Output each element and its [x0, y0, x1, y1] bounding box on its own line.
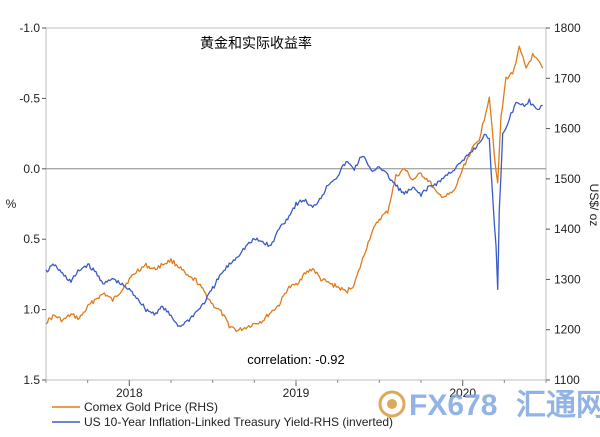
right-tick-label: 1200: [554, 323, 581, 337]
watermark-brand-text: FX678: [409, 389, 497, 422]
chart-title: 黄金和实际收益率: [200, 35, 312, 52]
watermark-logo-dot-icon: [387, 399, 397, 409]
right-tick-label: 1700: [554, 71, 581, 85]
right-tick-label: 1100: [554, 373, 580, 387]
left-tick-label: -1.0: [19, 21, 40, 35]
right-axis-ticks: 1100 1200 1300 1400 1500 1600 1700 1800: [546, 21, 581, 387]
right-axis-title: US$/ oz: [587, 184, 600, 227]
right-tick-label: 1300: [554, 272, 581, 286]
fx678-watermark: FX678 汇通网: [378, 389, 600, 422]
left-tick-label: 1.5: [23, 373, 40, 387]
left-axis-title: %: [6, 197, 17, 211]
watermark-logo-icon: [378, 390, 406, 418]
watermark-brand-cn: 汇通网: [516, 389, 600, 422]
left-tick-label: 0.0: [23, 162, 40, 176]
legend-entry: Comex Gold Price (RHS): [84, 400, 218, 414]
correlation-annotation: correlation: -0.92: [247, 352, 345, 367]
left-tick-label: 0.5: [23, 232, 40, 246]
right-tick-label: 1500: [554, 172, 581, 186]
legend: Comex Gold Price (RHS)US 10-Year Inflati…: [52, 400, 393, 429]
left-axis-ticks: -1.0 -0.5 0.0 0.5 1.0 1.5: [19, 21, 46, 387]
right-tick-label: 1400: [554, 222, 581, 236]
left-tick-label: 1.0: [23, 303, 40, 317]
series-line-real-yield: [45, 98, 543, 328]
left-tick-label: -0.5: [19, 91, 40, 105]
series-lines: [45, 45, 544, 333]
x-axis-ticks: 2018 2019 2020: [45, 380, 547, 400]
x-tick-label: 2020: [449, 386, 476, 400]
x-tick-label: 2019: [283, 386, 310, 400]
right-tick-label: 1800: [554, 21, 581, 35]
x-tick-label: 2018: [116, 386, 143, 400]
legend-entry: US 10-Year Inflation-Linked Treasury Yie…: [84, 415, 393, 429]
right-tick-label: 1600: [554, 122, 581, 136]
series-line-gold-price: [45, 45, 544, 333]
